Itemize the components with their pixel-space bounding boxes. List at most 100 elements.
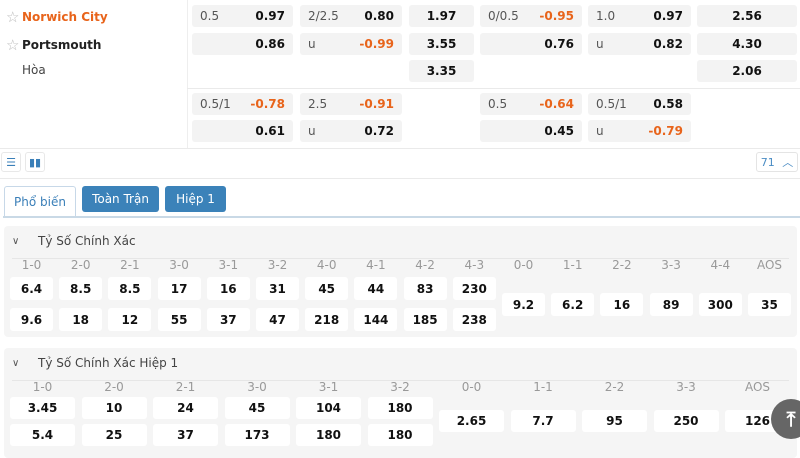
tab-hiep-1[interactable]: Hiệp 1 bbox=[165, 186, 226, 212]
score-label: 2-0 bbox=[104, 380, 124, 394]
score-odds[interactable]: 3.45 bbox=[10, 397, 75, 419]
score-label: 3-0 bbox=[247, 380, 267, 394]
odds-cell[interactable]: 2.5 -0.91 bbox=[300, 93, 402, 115]
score-odds[interactable]: 180 bbox=[296, 424, 361, 446]
odds-line: u bbox=[596, 124, 604, 138]
team-away[interactable]: ☆ Portsmouth bbox=[6, 36, 101, 54]
score-odds[interactable]: 37 bbox=[206, 308, 250, 331]
score-odds[interactable]: 6.2 bbox=[551, 293, 595, 316]
score-odds[interactable]: 144 bbox=[354, 308, 398, 331]
score-odds[interactable]: 10 bbox=[81, 397, 147, 419]
score-odds[interactable]: 55 bbox=[157, 308, 201, 331]
score-odds[interactable]: 18 bbox=[59, 308, 103, 331]
list-icon: ☰ bbox=[6, 155, 16, 169]
odds-cell[interactable]: 2.06 bbox=[697, 60, 797, 82]
odds-cell[interactable]: 1.97 bbox=[409, 5, 474, 27]
score-odds[interactable]: 89 bbox=[649, 293, 693, 316]
odds-cell[interactable]: u -0.79 bbox=[588, 120, 691, 142]
divider bbox=[12, 380, 789, 381]
odds-value: 0.45 bbox=[544, 124, 574, 138]
odds-cell[interactable]: u 0.72 bbox=[300, 120, 402, 142]
odds-line: u bbox=[308, 124, 316, 138]
score-odds[interactable]: 8.5 bbox=[59, 277, 103, 300]
star-icon[interactable]: ☆ bbox=[6, 8, 20, 26]
score-label: 2-1 bbox=[120, 258, 140, 272]
odds-line: 0.5/1 bbox=[200, 97, 231, 111]
bar-chart-icon: ▮▮ bbox=[28, 155, 42, 169]
score-odds[interactable]: 45 bbox=[305, 277, 349, 300]
score-odds[interactable]: 2.65 bbox=[439, 410, 504, 432]
score-odds[interactable]: 12 bbox=[108, 308, 152, 331]
odds-cell[interactable]: 0.5/1 0.58 bbox=[588, 93, 691, 115]
odds-cell[interactable]: 0/0.5 -0.95 bbox=[480, 5, 582, 27]
score-odds[interactable]: 6.4 bbox=[10, 277, 53, 300]
odds-cell[interactable]: 3.55 bbox=[409, 33, 474, 55]
scroll-to-top-button[interactable]: ⤒ bbox=[771, 399, 800, 439]
tab-label: Toàn Trận bbox=[92, 192, 149, 206]
odds-cell[interactable]: u -0.99 bbox=[300, 33, 402, 55]
odds-cell[interactable]: 4.30 bbox=[697, 33, 797, 55]
score-odds[interactable]: 83 bbox=[403, 277, 447, 300]
odds-cell[interactable]: 0.5 0.97 bbox=[192, 5, 293, 27]
score-odds[interactable]: 24 bbox=[153, 397, 218, 419]
score-odds[interactable]: 9.6 bbox=[10, 308, 53, 331]
score-odds[interactable]: 95 bbox=[582, 410, 647, 432]
section-header[interactable]: ∨ Tỷ Số Chính Xác Hiệp 1 bbox=[12, 356, 178, 370]
score-odds[interactable]: 185 bbox=[403, 308, 447, 331]
odds-cell[interactable]: 0.5 -0.64 bbox=[480, 93, 582, 115]
score-odds[interactable]: 8.5 bbox=[108, 277, 152, 300]
score-odds[interactable]: 250 bbox=[653, 410, 719, 432]
star-icon[interactable]: ☆ bbox=[6, 36, 20, 54]
odds-cell[interactable]: 0.76 bbox=[480, 33, 582, 55]
score-odds[interactable]: 37 bbox=[153, 424, 218, 446]
tab-pho-bien[interactable]: Phổ biến bbox=[4, 186, 76, 217]
odds-cell[interactable]: 0.5/1 -0.78 bbox=[192, 93, 293, 115]
odds-value: 3.55 bbox=[426, 37, 457, 51]
chart-view-button[interactable]: ▮▮ bbox=[25, 152, 45, 172]
score-odds[interactable]: 44 bbox=[354, 277, 398, 300]
score-odds[interactable]: 230 bbox=[452, 277, 496, 300]
tab-toan-tran[interactable]: Toàn Trận bbox=[82, 186, 159, 212]
score-odds[interactable]: 45 bbox=[224, 397, 290, 419]
score-odds[interactable]: 180 bbox=[367, 397, 433, 419]
score-odds[interactable]: 218 bbox=[305, 308, 349, 331]
score-label: 2-0 bbox=[70, 258, 91, 272]
score-odds[interactable]: 17 bbox=[157, 277, 201, 300]
divider bbox=[0, 148, 800, 149]
score-odds[interactable]: 180 bbox=[367, 424, 433, 446]
odds-line: 1.0 bbox=[596, 9, 616, 23]
score-odds[interactable]: 5.4 bbox=[10, 424, 75, 446]
odds-cell[interactable]: 2.56 bbox=[697, 5, 797, 27]
odds-value: 0.76 bbox=[544, 37, 574, 51]
score-odds[interactable]: 16 bbox=[600, 293, 644, 316]
odds-cell[interactable]: 0.61 bbox=[192, 120, 293, 142]
score-label: 1-0 bbox=[21, 258, 42, 272]
score-odds[interactable]: 31 bbox=[256, 277, 299, 300]
section-header[interactable]: ∨ Tỷ Số Chính Xác bbox=[12, 234, 136, 248]
collapse-all-button[interactable]: 71 ︿ bbox=[756, 152, 798, 172]
odds-value: -0.64 bbox=[539, 97, 574, 111]
score-odds[interactable]: 16 bbox=[206, 277, 250, 300]
odds-cell[interactable]: 0.45 bbox=[480, 120, 582, 142]
score-odds[interactable]: 238 bbox=[452, 308, 496, 331]
score-odds[interactable]: 35 bbox=[748, 293, 791, 316]
odds-cell[interactable]: 0.86 bbox=[192, 33, 293, 55]
odds-cell[interactable]: 2/2.5 0.80 bbox=[300, 5, 402, 27]
odds-cell[interactable]: 3.35 bbox=[409, 60, 474, 82]
odds-value: 0.61 bbox=[255, 124, 285, 138]
score-odds[interactable]: 173 bbox=[224, 424, 290, 446]
odds-cell[interactable]: u 0.82 bbox=[588, 33, 691, 55]
score-odds[interactable]: 300 bbox=[698, 293, 742, 316]
odds-cell[interactable]: 1.0 0.97 bbox=[588, 5, 691, 27]
score-odds[interactable]: 104 bbox=[296, 397, 361, 419]
score-odds[interactable]: 7.7 bbox=[510, 410, 576, 432]
score-odds[interactable]: 47 bbox=[256, 308, 299, 331]
score-odds[interactable]: 9.2 bbox=[502, 293, 545, 316]
list-view-button[interactable]: ☰ bbox=[1, 152, 21, 172]
team-home[interactable]: ☆ Norwich City bbox=[6, 8, 108, 26]
odds-value: 0.80 bbox=[364, 9, 394, 23]
section-title: Tỷ Số Chính Xác Hiệp 1 bbox=[38, 356, 179, 370]
score-odds[interactable]: 25 bbox=[81, 424, 147, 446]
odds-value: -0.91 bbox=[359, 97, 394, 111]
score-label: 1-0 bbox=[32, 380, 53, 394]
